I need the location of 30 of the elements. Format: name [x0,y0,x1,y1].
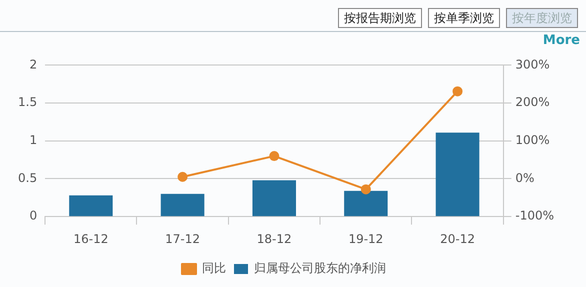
bar [160,194,204,216]
x-tick-label: 17-12 [165,232,200,246]
bar [436,132,480,216]
y-tick-label: 1 [29,133,38,148]
y-tick-label: 0.5 [18,170,38,185]
view-button: 按报告期浏览 [338,8,422,28]
y2-tick-label: 100% [515,133,550,148]
y-tick-label: 0 [29,208,38,223]
bar [252,180,296,216]
x-tick-label: 20-12 [440,232,475,246]
y-tick-label: 2 [29,57,38,72]
y2-tick-label: 0% [515,170,534,185]
x-tick-label: 18-12 [256,232,292,246]
view-button: 按单季浏览 [428,8,500,28]
bar [69,195,113,216]
view-button: 按年度浏览 [506,8,578,28]
x-tick-label: 19-12 [348,232,384,246]
point [269,151,280,162]
y2-tick-label: -100% [515,208,554,223]
y2-tick-label: 300% [515,57,550,72]
bar [344,190,388,216]
point [452,86,463,96]
text: More [542,33,580,48]
y2-tick-label: 200% [515,95,550,110]
point [360,184,371,194]
y-tick-label: 1.5 [18,95,38,110]
x-tick-label: 16-12 [73,232,108,246]
legend-label: 同比 [202,261,226,276]
legend-label: 归属母公司股东的净利润 [254,261,386,276]
point [178,172,188,182]
